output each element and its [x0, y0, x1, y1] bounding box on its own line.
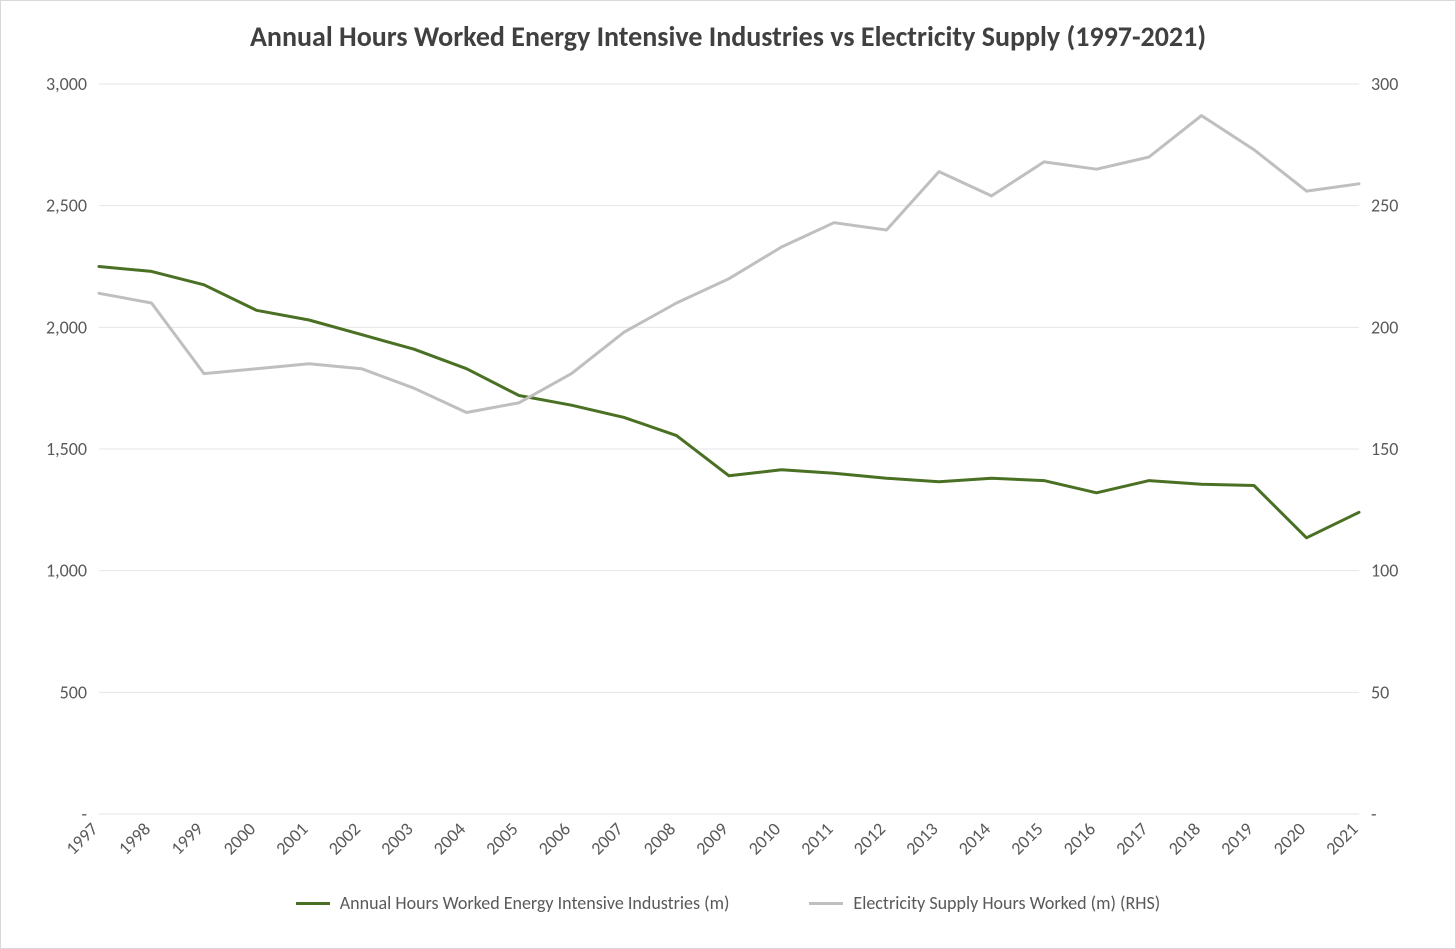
y-left-tick-label: 1,500 [46, 438, 87, 460]
x-tick-label: 2021 [1321, 818, 1362, 859]
legend-item-series-1: Annual Hours Worked Energy Intensive Ind… [296, 892, 730, 914]
x-tick-label: 2001 [271, 818, 312, 859]
legend: Annual Hours Worked Energy Intensive Ind… [19, 892, 1437, 914]
chart-frame: Annual Hours Worked Energy Intensive Ind… [0, 0, 1456, 949]
x-tick-label: 2007 [586, 818, 627, 859]
x-tick-label: 2016 [1059, 818, 1100, 859]
x-tick-label: 2009 [691, 818, 732, 859]
y-right-tick-label: 300 [1371, 73, 1398, 95]
x-tick-label: 2015 [1006, 818, 1047, 859]
y-left-tick-label: 3,000 [46, 73, 87, 95]
chart-title: Annual Hours Worked Energy Intensive Ind… [19, 19, 1437, 54]
y-left-tick-label: 1,000 [46, 560, 87, 582]
y-right-tick-label: 200 [1371, 316, 1398, 338]
x-tick-label: 2018 [1164, 818, 1205, 859]
y-left-tick-label: 2,500 [46, 195, 87, 217]
x-tick-label: 2010 [744, 818, 785, 859]
x-tick-label: 2014 [954, 818, 995, 859]
legend-label-series-2: Electricity Supply Hours Worked (m) (RHS… [853, 892, 1160, 914]
y-right-tick-label: 250 [1371, 195, 1398, 217]
legend-swatch-series-1 [296, 902, 330, 905]
y-left-tick-label: 500 [60, 681, 87, 703]
y-left-tick-label: 2,000 [46, 316, 87, 338]
x-tick-label: 2003 [376, 818, 417, 859]
legend-label-series-1: Annual Hours Worked Energy Intensive Ind… [340, 892, 730, 914]
x-tick-label: 2008 [639, 818, 680, 859]
y-right-tick-label: - [1371, 803, 1377, 825]
line-chart: --500501,0001001,5001502,0002002,5002503… [19, 64, 1439, 884]
legend-item-series-2: Electricity Supply Hours Worked (m) (RHS… [809, 892, 1160, 914]
series-line-1 [99, 267, 1359, 538]
x-tick-label: 2017 [1111, 818, 1152, 859]
y-right-tick-label: 150 [1371, 438, 1398, 460]
y-right-tick-label: 100 [1371, 560, 1398, 582]
x-tick-label: 2020 [1269, 818, 1310, 859]
x-tick-label: 1997 [61, 818, 102, 859]
x-tick-label: 2006 [534, 818, 575, 859]
legend-swatch-series-2 [809, 902, 843, 905]
x-tick-label: 1999 [166, 818, 207, 859]
x-tick-label: 2013 [901, 818, 942, 859]
x-tick-label: 2011 [796, 818, 837, 859]
x-tick-label: 2019 [1216, 818, 1257, 859]
x-tick-label: 2000 [219, 818, 260, 859]
x-tick-label: 2005 [481, 818, 522, 859]
series-line-2 [99, 116, 1359, 413]
x-tick-label: 2002 [324, 818, 365, 859]
x-tick-label: 2012 [849, 818, 890, 859]
y-right-tick-label: 50 [1371, 681, 1389, 703]
x-tick-label: 1998 [114, 818, 155, 859]
x-tick-label: 2004 [429, 818, 470, 859]
